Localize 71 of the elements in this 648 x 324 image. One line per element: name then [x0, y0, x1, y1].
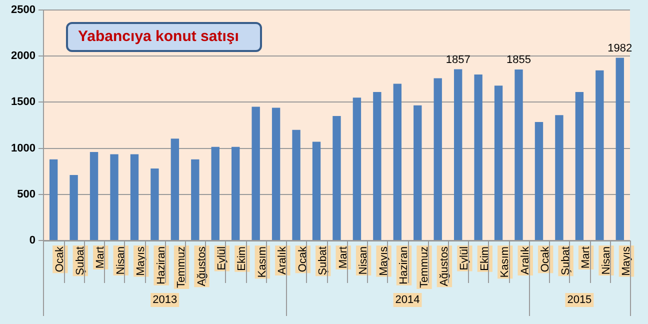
- bar: [70, 174, 78, 240]
- bar: [191, 159, 200, 240]
- bar: [555, 115, 564, 240]
- x-tick-label: Temmuz: [418, 246, 430, 288]
- x-tick-label: Ocak: [296, 246, 309, 272]
- bar: [434, 78, 442, 240]
- x-tick-label: Şubat: [560, 246, 572, 276]
- bar: [90, 152, 98, 240]
- text: 2015: [567, 294, 592, 306]
- bar: [596, 70, 604, 240]
- x-tick-label: Mart: [580, 246, 592, 268]
- y-tick-label: 0: [29, 234, 36, 246]
- x-tick-label: Nisan: [358, 246, 370, 275]
- x-tick-label: Mart: [337, 246, 350, 268]
- x-tick-label: Eylül: [216, 246, 228, 270]
- y-tick-label: 1500: [10, 96, 36, 108]
- x-tick-label: Mayıs: [135, 246, 148, 276]
- text: 2013: [152, 294, 178, 306]
- bar: [393, 84, 402, 240]
- x-tick-label: Nisan: [114, 246, 127, 275]
- bar: [150, 168, 159, 240]
- x-tick-label: Ağustos: [196, 246, 208, 286]
- bar: [575, 92, 584, 240]
- bar: [373, 92, 382, 240]
- x-tick-label: Ekim: [478, 246, 491, 271]
- x-tick-label: Mayıs: [378, 246, 390, 276]
- bar: [272, 108, 280, 240]
- x-tick-label: Eylül: [458, 246, 471, 270]
- bar: [252, 106, 260, 240]
- x-tick-label: Aralık: [276, 246, 289, 275]
- x-tick-label: Kasım: [499, 246, 512, 278]
- bar: [312, 142, 321, 240]
- bar: [414, 105, 422, 240]
- bar: [110, 154, 118, 240]
- bar: [494, 86, 503, 240]
- text: 2014: [395, 294, 420, 306]
- x-tick-label: Nisan: [600, 246, 612, 275]
- x-tick-label: Ağustos: [438, 246, 450, 286]
- y-tick-label: 1000: [10, 142, 36, 154]
- x-tick-label: Ekim: [236, 246, 248, 271]
- bar: [211, 146, 220, 240]
- y-tick-label: 500: [17, 188, 36, 200]
- bar: [514, 69, 523, 240]
- bar: [474, 74, 482, 240]
- x-tick-label: Şubat: [74, 246, 86, 276]
- data-label: 1855: [506, 54, 532, 66]
- x-tick-label: Kasım: [256, 246, 268, 278]
- bar: [49, 159, 58, 240]
- x-tick-label: Temmuz: [176, 246, 188, 288]
- data-label: 1857: [446, 54, 470, 66]
- text: Yabancıya konut satışı: [66, 22, 262, 52]
- x-tick-label: Haziran: [155, 246, 168, 284]
- bar: [454, 69, 462, 240]
- x-tick-label: Aralık: [519, 246, 532, 275]
- bar: [616, 58, 624, 240]
- y-tick-label: 2000: [10, 50, 36, 62]
- bar: [332, 116, 341, 240]
- x-tick-label: Haziran: [398, 246, 410, 284]
- data-label: 1982: [608, 42, 632, 54]
- x-tick-label: Mayıs: [620, 246, 633, 276]
- bar: [232, 146, 240, 240]
- bar: [292, 130, 300, 240]
- x-tick-label: Ocak: [54, 246, 66, 272]
- bar: [352, 98, 362, 240]
- x-tick-label: Mart: [94, 246, 107, 268]
- bar: [170, 138, 180, 240]
- y-tick-label: 2500: [10, 4, 36, 16]
- bar: [534, 122, 544, 240]
- bar: [130, 154, 139, 240]
- x-tick-label: Ocak: [540, 246, 552, 272]
- x-tick-label: Şubat: [317, 246, 330, 276]
